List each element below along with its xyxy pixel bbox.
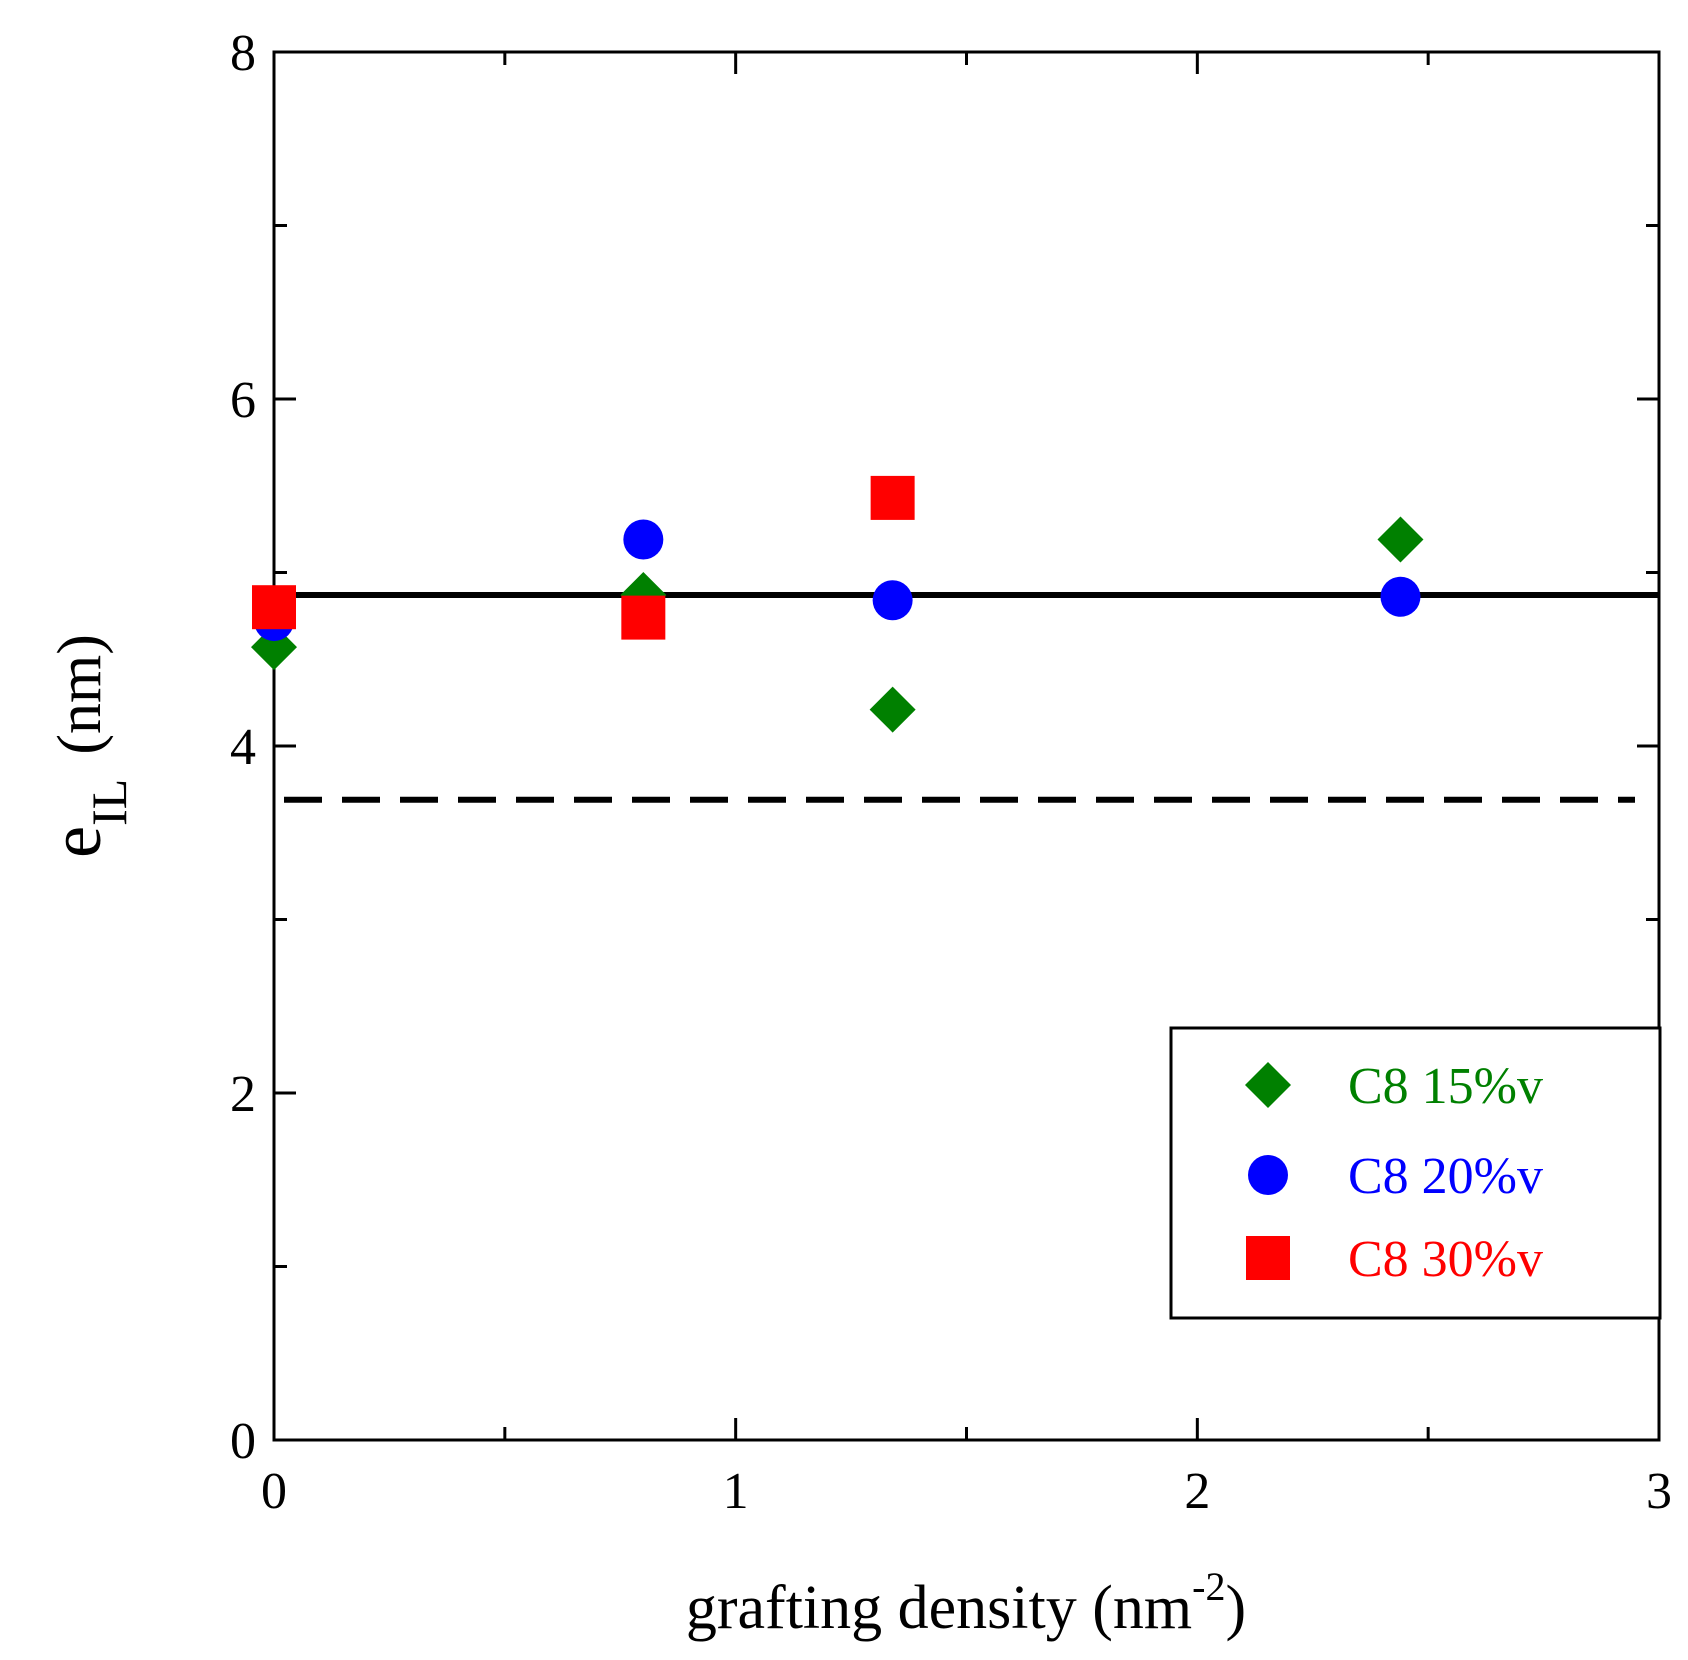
reference-lines: [274, 592, 1659, 803]
legend-label: C8 20%v: [1348, 1148, 1543, 1205]
legend-square-marker: [1246, 1236, 1290, 1280]
circle-data-point: [872, 580, 913, 621]
data-points: [251, 475, 1424, 733]
legend: C8 15%v C8 20%v C8 30%v: [1169, 1026, 1662, 1320]
y-tick-label: 8: [230, 25, 256, 82]
legend-circle-marker: [1248, 1155, 1288, 1195]
square-data-point: [621, 595, 666, 640]
legend-diamond-marker: [1245, 1062, 1291, 1108]
diamond-data-point: [869, 686, 916, 733]
x-tick-label: 0: [261, 1463, 287, 1520]
x-axis-title: grafting density (nm-2): [686, 1564, 1246, 1642]
y-axis-title: eIL(nm): [36, 634, 137, 858]
y-tick-label: 4: [230, 719, 256, 776]
circle-data-point: [1380, 576, 1421, 617]
axis-ticks: [272, 50, 1661, 1442]
x-tick-label: 3: [1646, 1463, 1672, 1520]
x-tick-label: 2: [1184, 1463, 1210, 1520]
legend-items: C8 15%v C8 20%v C8 30%v: [1245, 1058, 1543, 1288]
legend-label: C8 30%v: [1348, 1231, 1543, 1288]
diamond-data-point: [1377, 516, 1424, 563]
square-data-point: [252, 585, 296, 630]
tick-labels: 0 1 2 3 0 2 4 6 8: [230, 25, 1672, 1520]
y-tick-label: 2: [230, 1066, 256, 1123]
x-tick-label: 1: [723, 1463, 749, 1520]
square-data-point: [870, 475, 915, 520]
y-tick-label: 0: [230, 1413, 256, 1470]
legend-label: C8 15%v: [1348, 1058, 1543, 1115]
circle-data-point: [623, 519, 664, 560]
y-tick-label: 6: [230, 372, 256, 429]
